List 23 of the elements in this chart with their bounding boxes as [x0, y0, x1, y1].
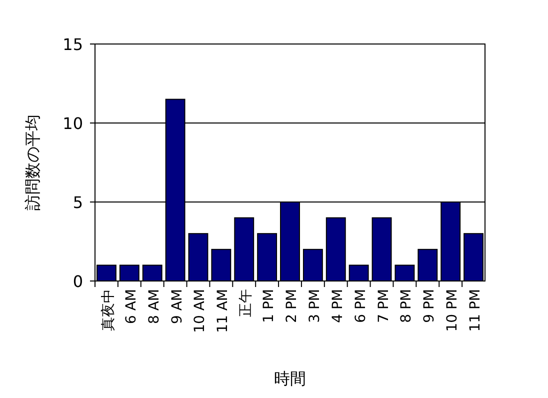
- x-tick-label: 6 PM: [352, 289, 369, 323]
- x-tick-label: 7 PM: [376, 289, 392, 323]
- x-tick-label: 3 PM: [306, 289, 323, 323]
- y-tick-label: 15: [62, 35, 83, 54]
- y-tick-label: 10: [62, 114, 83, 133]
- x-tick-label: 10 PM: [444, 289, 461, 332]
- x-tick-label: 真夜中: [100, 289, 116, 331]
- y-tick-label: 5: [72, 193, 83, 212]
- x-tick-label: 8 PM: [398, 289, 415, 323]
- x-tick-label: 11 AM: [215, 289, 232, 333]
- x-axis-title: 時間: [274, 369, 306, 388]
- x-tick-label: 8 AM: [146, 289, 162, 324]
- x-tick-label: 11 PM: [468, 289, 484, 332]
- y-axis-title: 訪問数の平均: [23, 114, 42, 210]
- x-tick-label: 10 AM: [192, 289, 208, 333]
- x-tick-label: 9 PM: [422, 289, 438, 323]
- x-tick-label: 2 PM: [284, 289, 300, 323]
- x-tick-label: 1 PM: [261, 289, 278, 323]
- x-tick-label: 正午: [238, 289, 254, 317]
- y-tick-label: 0: [72, 272, 83, 291]
- x-tick-label: 6 AM: [123, 289, 140, 324]
- x-tick-label: 4 PM: [330, 289, 346, 323]
- x-tick-label: 9 AM: [169, 289, 186, 324]
